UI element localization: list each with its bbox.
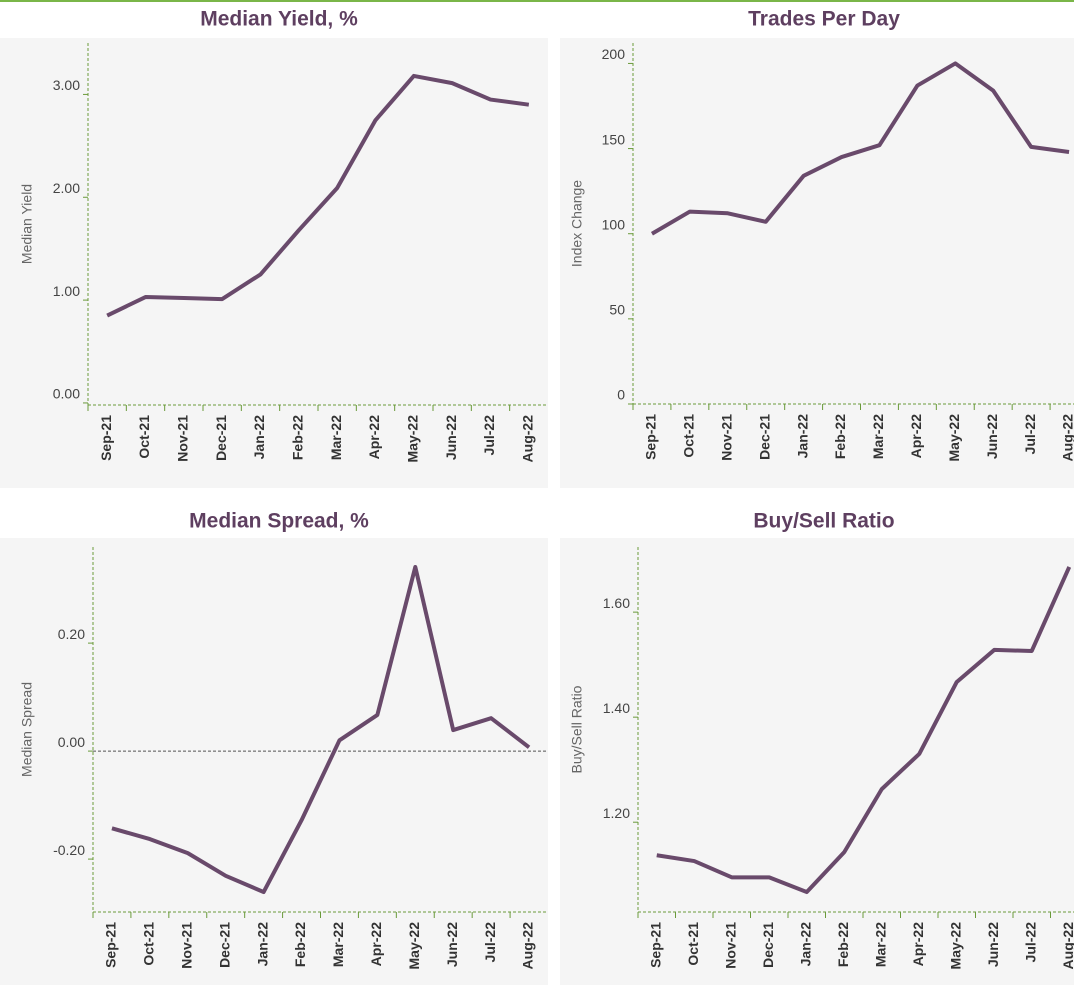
y-tick-label: 0.00 [53, 386, 80, 402]
x-tick-label: Jun-22 [985, 922, 1001, 967]
y-tick-label: 1.00 [53, 283, 80, 299]
y-tick-label: 1.60 [603, 595, 630, 611]
x-tick-label: Feb-22 [835, 922, 851, 967]
x-tick-label: Jun-22 [984, 414, 1000, 459]
x-tick-label: May-22 [946, 414, 962, 462]
data-line [650, 61, 1070, 236]
x-tick-label: Apr-22 [368, 922, 384, 967]
x-tick-label: Apr-22 [366, 415, 382, 460]
y-tick-label: 200 [602, 46, 626, 62]
y-tick-label: 150 [602, 131, 626, 147]
x-tick-label: Mar-22 [870, 414, 886, 459]
x-tick-label: Jul-22 [481, 415, 497, 456]
x-tick-label: Oct-21 [141, 922, 157, 966]
y-tick-label: 3.00 [53, 77, 80, 93]
x-tick-label: Apr-22 [908, 414, 924, 459]
top-rule [0, 0, 1074, 2]
x-tick-label: Oct-21 [136, 415, 152, 459]
x-tick-label: Aug-22 [520, 415, 536, 463]
data-line [656, 566, 1072, 895]
x-tick-label: Dec-21 [213, 415, 229, 461]
y-tick-label: 0 [617, 387, 625, 403]
x-tick-label: Oct-21 [681, 414, 697, 458]
x-tick-label: May-22 [406, 922, 422, 970]
x-tick-label: Jan-22 [797, 922, 813, 967]
x-tick-label: Sep-21 [647, 922, 663, 968]
x-tick-label: Jun-22 [443, 415, 459, 460]
y-axis-label: Buy/Sell Ratio [569, 685, 585, 773]
x-tick-label: May-22 [405, 415, 421, 463]
x-tick-label: Mar-22 [330, 922, 346, 967]
chart-title: Trades Per Day [748, 8, 900, 31]
panel-background [560, 38, 1074, 488]
chart-title: Median Yield, % [200, 8, 358, 31]
chart-title: Median Spread, % [189, 510, 369, 533]
x-tick-label: Dec-21 [760, 922, 776, 968]
x-tick-label: Sep-21 [98, 415, 114, 461]
x-tick-label: Jul-22 [482, 922, 498, 963]
y-axis-label: Median Yield [19, 184, 35, 264]
x-tick-label: Jan-22 [794, 414, 810, 459]
x-tick-label: Feb-22 [290, 415, 306, 460]
y-tick-label: 1.40 [603, 700, 630, 716]
x-tick-label: May-22 [947, 922, 963, 970]
x-tick-label: Feb-22 [292, 922, 308, 967]
x-tick-label: Sep-21 [643, 414, 659, 460]
x-tick-label: Nov-21 [175, 415, 191, 462]
x-tick-label: Jan-22 [251, 415, 267, 460]
x-tick-label: Jun-22 [444, 922, 460, 967]
x-tick-label: Apr-22 [910, 922, 926, 967]
panel-background [0, 38, 548, 488]
x-tick-label: Feb-22 [832, 414, 848, 459]
x-tick-label: Oct-21 [685, 922, 701, 966]
panel-background [560, 538, 1074, 985]
x-tick-label: Mar-22 [328, 415, 344, 460]
panel-background [0, 538, 548, 985]
data-line [106, 73, 530, 318]
x-tick-label: Nov-21 [718, 414, 734, 461]
x-tick-label: Sep-21 [103, 922, 119, 968]
chart-title: Buy/Sell Ratio [753, 510, 894, 533]
x-tick-label: Nov-21 [178, 922, 194, 969]
x-tick-label: Jul-22 [1022, 414, 1038, 455]
x-tick-label: Nov-21 [722, 922, 738, 969]
y-tick-label: 1.20 [603, 805, 630, 821]
x-tick-label: Aug-22 [1060, 414, 1074, 462]
y-axis-label: Median Spread [19, 682, 35, 777]
x-tick-label: Dec-21 [756, 414, 772, 460]
y-tick-label: 50 [609, 302, 625, 318]
x-tick-label: Aug-22 [520, 922, 536, 970]
x-tick-label: Mar-22 [872, 922, 888, 967]
y-tick-label: -0.20 [53, 842, 85, 858]
y-tick-label: 0.20 [58, 626, 85, 642]
x-tick-label: Aug-22 [1060, 922, 1074, 970]
x-tick-label: Dec-21 [216, 922, 232, 968]
y-tick-label: 0.00 [58, 734, 85, 750]
data-line [111, 564, 531, 895]
x-tick-label: Jan-22 [254, 922, 270, 967]
y-tick-label: 100 [602, 216, 626, 232]
x-tick-label: Jul-22 [1022, 922, 1038, 963]
y-axis-label: Index Change [569, 180, 585, 267]
y-tick-label: 2.00 [53, 180, 80, 196]
